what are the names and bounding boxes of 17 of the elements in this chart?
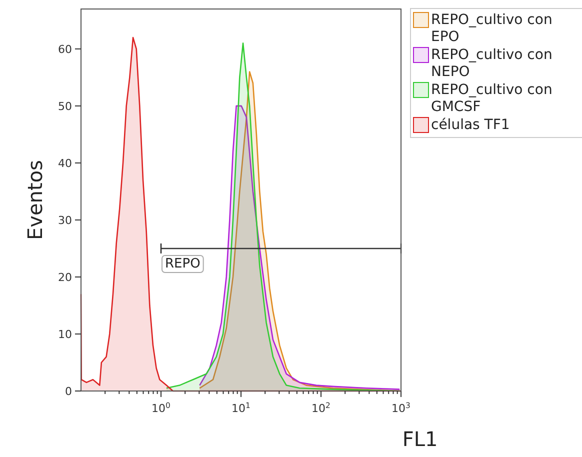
x-tick-label: 10$^{2}$ bbox=[312, 400, 331, 415]
y-tick-label: 40 bbox=[58, 156, 72, 170]
legend-label: células TF1 bbox=[431, 117, 510, 134]
legend-label: REPO_cultivo con NEPO bbox=[431, 47, 554, 81]
y-axis-title: Eventos bbox=[23, 160, 47, 240]
x-tick-label: 10$^{0}$ bbox=[152, 400, 171, 415]
y-tick-label: 30 bbox=[58, 214, 72, 227]
y-tick-label: 20 bbox=[58, 270, 72, 284]
annotation: REPO bbox=[165, 256, 200, 272]
y-tick-label: 0 bbox=[65, 384, 72, 398]
y-tick-label: 50 bbox=[58, 100, 72, 113]
y-tick-label: 60 bbox=[58, 42, 72, 56]
x-tick-label: 10$^{1}$ bbox=[232, 400, 251, 415]
legend-label: REPO_cultivo con EPO bbox=[431, 12, 554, 46]
y-tick-label: 10 bbox=[58, 328, 72, 341]
x-tick-label: 10$^{3}$ bbox=[392, 400, 411, 415]
x-axis-title: FL1 bbox=[402, 427, 438, 451]
